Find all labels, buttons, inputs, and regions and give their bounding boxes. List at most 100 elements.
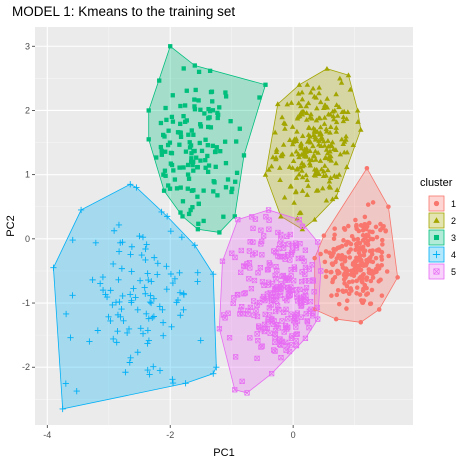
cluster-points-5 bbox=[216, 207, 324, 396]
point-cluster-4 bbox=[127, 354, 134, 361]
point-cluster-4 bbox=[169, 279, 177, 287]
point-cluster-3 bbox=[186, 211, 192, 217]
point-cluster-3 bbox=[196, 69, 202, 75]
point-cluster-1 bbox=[341, 255, 347, 260]
point-cluster-1 bbox=[350, 268, 356, 274]
point-cluster-4 bbox=[111, 227, 118, 234]
point-cluster-3 bbox=[221, 214, 226, 219]
chart-title: MODEL 1: Kmeans to the training set bbox=[12, 4, 235, 19]
point-cluster-3 bbox=[201, 188, 206, 193]
point-cluster-3 bbox=[178, 210, 183, 215]
point-cluster-3 bbox=[215, 112, 221, 117]
point-cluster-3 bbox=[228, 119, 233, 124]
point-cluster-3 bbox=[209, 89, 215, 94]
point-cluster-2 bbox=[316, 131, 323, 137]
point-cluster-3 bbox=[205, 143, 210, 148]
point-cluster-1 bbox=[362, 221, 367, 227]
point-cluster-5 bbox=[259, 252, 265, 258]
point-cluster-5 bbox=[298, 295, 304, 301]
point-cluster-4 bbox=[134, 306, 141, 313]
point-cluster-4 bbox=[136, 233, 143, 240]
point-cluster-2 bbox=[286, 163, 293, 169]
x-tick-label: -2 bbox=[166, 430, 174, 440]
point-cluster-3 bbox=[188, 207, 193, 213]
point-cluster-4 bbox=[69, 236, 76, 244]
point-cluster-4 bbox=[115, 248, 123, 255]
point-cluster-1 bbox=[329, 261, 335, 266]
point-cluster-1 bbox=[370, 200, 376, 205]
point-cluster-3 bbox=[178, 121, 183, 127]
point-cluster-4 bbox=[138, 251, 145, 259]
point-cluster-3 bbox=[177, 142, 182, 147]
point-cluster-2 bbox=[315, 149, 321, 155]
point-cluster-2 bbox=[313, 136, 319, 142]
point-cluster-1 bbox=[342, 271, 347, 276]
point-cluster-2 bbox=[262, 171, 269, 177]
point-cluster-3 bbox=[215, 115, 220, 121]
point-cluster-1 bbox=[355, 266, 360, 272]
point-cluster-2 bbox=[281, 194, 288, 200]
point-cluster-1 bbox=[350, 262, 356, 267]
point-cluster-3 bbox=[166, 183, 171, 188]
point-cluster-5 bbox=[272, 348, 278, 354]
point-cluster-3 bbox=[185, 186, 190, 191]
point-cluster-2 bbox=[288, 99, 295, 105]
point-cluster-5 bbox=[311, 289, 317, 295]
point-cluster-1 bbox=[368, 255, 373, 260]
point-cluster-1 bbox=[365, 242, 371, 248]
point-cluster-1 bbox=[374, 248, 380, 253]
point-cluster-5 bbox=[216, 326, 223, 332]
point-cluster-5 bbox=[254, 355, 260, 362]
cluster-points-2 bbox=[262, 65, 364, 232]
point-cluster-4 bbox=[210, 370, 217, 377]
point-cluster-2 bbox=[311, 216, 318, 222]
point-cluster-5 bbox=[219, 258, 226, 264]
point-cluster-1 bbox=[346, 279, 352, 285]
point-cluster-2 bbox=[354, 107, 361, 113]
point-cluster-4 bbox=[182, 380, 189, 387]
point-cluster-3 bbox=[168, 161, 173, 166]
point-cluster-3 bbox=[210, 108, 216, 113]
point-cluster-1 bbox=[384, 269, 390, 274]
point-cluster-2 bbox=[327, 175, 334, 180]
point-cluster-5 bbox=[267, 290, 273, 296]
point-cluster-3 bbox=[188, 143, 194, 148]
point-cluster-2 bbox=[310, 85, 316, 91]
point-cluster-2 bbox=[329, 196, 336, 202]
point-cluster-5 bbox=[310, 277, 316, 283]
point-cluster-2 bbox=[340, 118, 347, 124]
point-cluster-5 bbox=[282, 295, 288, 302]
point-cluster-1 bbox=[358, 223, 364, 228]
point-cluster-5 bbox=[254, 313, 261, 320]
point-cluster-1 bbox=[333, 316, 339, 322]
cluster-hull-4 bbox=[53, 183, 217, 410]
point-cluster-2 bbox=[305, 124, 312, 130]
point-cluster-1 bbox=[332, 226, 337, 231]
point-cluster-3 bbox=[186, 132, 191, 137]
point-cluster-1 bbox=[336, 301, 342, 307]
point-cluster-2 bbox=[344, 164, 350, 170]
point-cluster-5 bbox=[278, 236, 284, 243]
point-cluster-2 bbox=[321, 138, 327, 144]
point-cluster-2 bbox=[324, 95, 330, 101]
point-cluster-1 bbox=[343, 266, 349, 271]
point-cluster-3 bbox=[192, 97, 197, 102]
point-cluster-1 bbox=[318, 251, 323, 257]
point-cluster-5 bbox=[302, 247, 308, 253]
point-cluster-2 bbox=[333, 91, 339, 97]
point-cluster-3 bbox=[237, 126, 242, 131]
point-cluster-2 bbox=[314, 169, 320, 175]
point-cluster-5 bbox=[235, 291, 241, 298]
point-cluster-4 bbox=[92, 239, 99, 246]
point-cluster-1 bbox=[342, 227, 348, 232]
point-cluster-4 bbox=[117, 239, 124, 246]
point-cluster-2 bbox=[277, 165, 283, 170]
point-cluster-3 bbox=[217, 105, 222, 110]
point-cluster-4 bbox=[109, 301, 116, 309]
point-cluster-1 bbox=[332, 232, 337, 238]
point-cluster-5 bbox=[293, 331, 299, 337]
point-cluster-4 bbox=[143, 310, 150, 317]
point-cluster-3 bbox=[230, 186, 235, 191]
point-cluster-3 bbox=[161, 172, 166, 177]
point-cluster-4 bbox=[77, 206, 85, 214]
